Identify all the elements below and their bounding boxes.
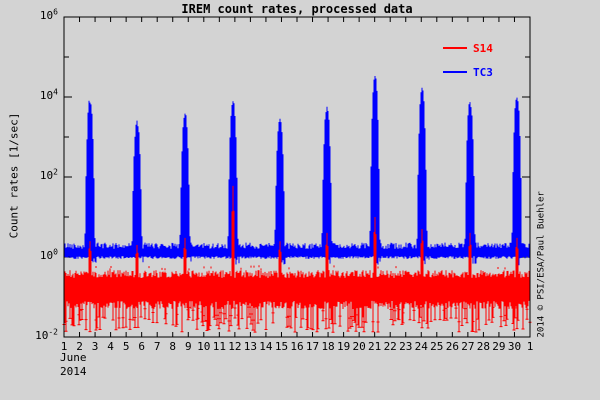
x-tick-label: 1 — [60, 340, 68, 353]
x-tick-label: 2 — [76, 340, 83, 353]
x-tick-label: 9 — [184, 340, 192, 353]
x-tick-label: 7 — [153, 340, 161, 353]
x-tick-label: 18 — [321, 340, 335, 353]
x-tick-label: 28 — [476, 340, 491, 353]
x-tick-label: 12 — [228, 340, 242, 353]
x-tick-label: 27 — [461, 340, 475, 353]
x-tick-label: 22 — [383, 340, 397, 353]
series-tc3 — [63, 76, 531, 266]
y-tick-label: 102 — [39, 167, 58, 182]
x-axis-month-label: June — [60, 351, 87, 364]
legend-line-s14 — [443, 47, 467, 49]
x-tick-label: 21 — [368, 340, 382, 353]
y-tick-label: 104 — [39, 87, 58, 102]
x-tick-label: 15 — [274, 340, 289, 353]
x-tick-label: 19 — [336, 340, 351, 353]
legend-label-s14: S14 — [473, 42, 493, 55]
copyright-credit: 2014 © PSI/ESA/Paul Buehler — [536, 191, 547, 338]
x-tick-label: 29 — [492, 340, 506, 353]
x-tick-label: 13 — [243, 340, 258, 353]
y-tick-label: 100 — [39, 247, 58, 262]
x-tick-label: 4 — [107, 340, 114, 353]
x-tick-label: 25 — [430, 340, 444, 353]
y-tick-label: 10-2 — [35, 327, 58, 342]
x-tick-label: 23 — [399, 340, 413, 353]
x-tick-label: 8 — [169, 340, 177, 353]
x-tick-label: 3 — [91, 340, 99, 353]
x-tick-label: 5 — [122, 340, 130, 353]
x-tick-label: 6 — [138, 340, 145, 353]
x-tick-label: 26 — [445, 340, 459, 353]
x-tick-label: 20 — [352, 340, 366, 353]
x-tick-label: 17 — [305, 340, 320, 353]
x-tick-label: 30 — [507, 340, 522, 353]
x-tick-label: 10 — [197, 340, 211, 353]
plot-frame — [63, 16, 531, 338]
x-tick-label: 1 — [526, 340, 534, 353]
x-tick-label: 14 — [259, 340, 273, 353]
legend-label-tc3: TC3 — [473, 66, 493, 79]
chart-title: IREM count rates, processed data — [181, 2, 413, 16]
legend-line-tc3 — [443, 71, 467, 73]
x-tick-label: 16 — [290, 340, 304, 353]
y-tick-label: 106 — [39, 7, 58, 22]
x-axis-year-label: 2014 — [60, 365, 87, 378]
x-tick-label: 11 — [212, 340, 226, 353]
x-tick-label: 24 — [414, 340, 428, 353]
